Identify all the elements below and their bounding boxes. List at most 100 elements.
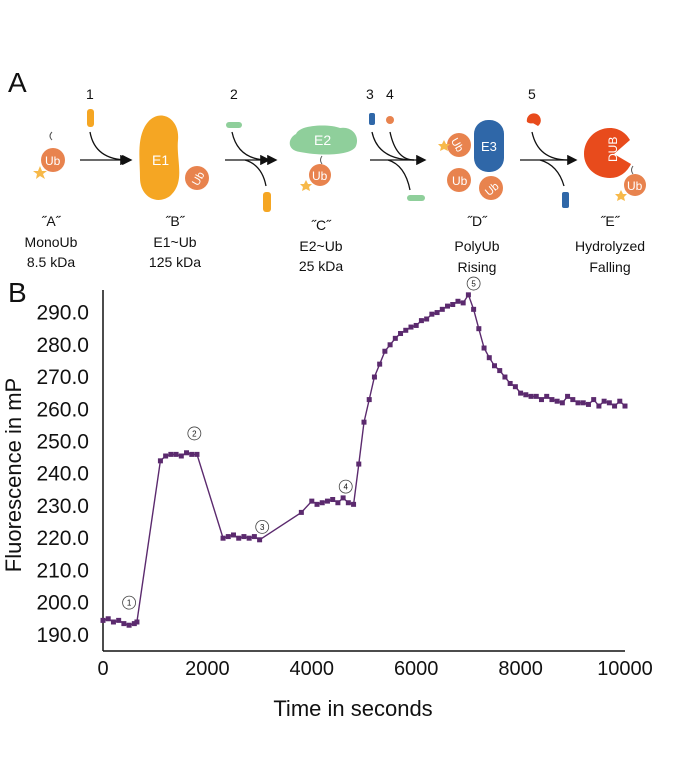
data-point [445,303,451,309]
dub-glyph: DUB [606,137,620,162]
data-point [492,363,497,369]
step-number-4: 4 [386,86,394,102]
data-point [131,621,137,627]
species-name: MonoUb [25,234,78,250]
y-tick-label: 260.0 [36,398,89,421]
data-point [189,451,195,457]
data-points [100,292,628,628]
ub-glyph: Ub [627,179,643,193]
e3-glyph: E3 [481,139,497,154]
data-point [382,348,388,354]
arrow-3-4-release [387,159,411,191]
data-point [371,374,377,380]
species-code: ˝C˝ [311,217,332,233]
x-tick-label: 0 [97,658,108,680]
released-reagent-3-icon [407,195,425,201]
reagent-5-icon [526,113,541,126]
e2-glyph: E2 [314,132,331,148]
data-point [398,331,404,337]
x-axis-ticks: 0 2000 4000 6000 8000 10000 [97,658,652,680]
data-point [173,451,179,457]
step-marker-label: 5 [471,280,476,289]
step-marker-label: 3 [260,523,265,532]
data-point [481,345,487,351]
x-tick-label: 2000 [185,658,230,680]
arrow-5-curve [531,131,569,161]
data-point [507,380,513,386]
e1-ub-icon: E1 Ub [139,115,209,200]
data-point [523,392,529,398]
data-point [465,292,471,298]
y-axis-ticks: 190.0 200.0 210.0 220.0 230.0 240.0 250.0 260.0… [36,302,89,647]
data-point [387,342,393,348]
data-series [102,293,626,626]
data-point [392,335,398,341]
species-mass: 125 kDa [149,254,201,270]
mono-ub-icon: Ub [33,131,65,179]
step-marker-circle [187,426,202,441]
species-caption-c: ˝C˝ E2~Ub 25 kDa [299,217,344,274]
data-point [377,361,383,367]
reagent-4-icon [386,116,394,124]
data-point [596,403,602,409]
step-number-5: 5 [528,86,536,102]
data-point [314,501,320,507]
data-point [330,497,336,503]
ub-glyph: Ub [312,169,328,183]
step-number-2: 2 [230,86,238,102]
data-point [471,306,477,312]
arrow-2-curve [231,131,271,166]
data-point [434,310,440,316]
species-code: ˝A˝ [42,213,62,229]
reagent-1-icon [87,109,94,127]
data-point [455,298,461,304]
data-point [538,397,544,403]
data-point [361,419,367,425]
e3-polyub-icon: E3 Ub Ub Ub [438,120,504,200]
dub-ub-icon: DUB Ub [584,128,646,201]
data-point [549,397,555,403]
series-line [102,293,626,626]
data-point [460,300,466,306]
step-marker-circle [338,479,353,494]
x-tick-label: 10000 [597,658,653,680]
data-point [486,355,492,361]
e2-ub-icon: E2 Ub [289,125,358,191]
data-point [533,393,539,399]
data-point [163,453,169,459]
data-point [450,302,456,308]
y-tick-label: 190.0 [36,624,89,647]
x-tick-label: 4000 [290,658,335,680]
data-point [622,403,628,409]
species-trend: Rising [458,259,497,275]
panel-b: B Fluorescence in mP Time in seconds 190… [1,276,653,721]
data-point [319,500,325,506]
data-point [178,453,184,459]
data-point [335,500,341,506]
data-point [157,458,163,464]
species-mass: 8.5 kDa [27,254,75,270]
step-number-3: 3 [366,86,374,102]
data-point [236,535,242,541]
data-point [110,619,116,625]
star-icon [615,190,627,201]
data-point [241,534,247,540]
ub-glyph: Ub [45,154,61,168]
species-code: ˝E˝ [601,213,621,229]
step-marker-circle [255,520,270,534]
data-point [601,398,607,404]
species-name: E1~Ub [153,234,196,250]
data-point [340,495,346,501]
data-point [246,535,252,541]
data-point [502,374,508,380]
data-point [116,617,122,623]
data-point [612,403,618,409]
arrow-4-curve [389,131,415,161]
data-point [184,450,190,456]
species-caption-a: ˝A˝ MonoUb 8.5 kDa [25,213,78,270]
data-point [559,400,565,406]
species-name: E2~Ub [299,238,342,254]
step-marker-label: 2 [192,429,197,438]
data-point [366,397,372,403]
